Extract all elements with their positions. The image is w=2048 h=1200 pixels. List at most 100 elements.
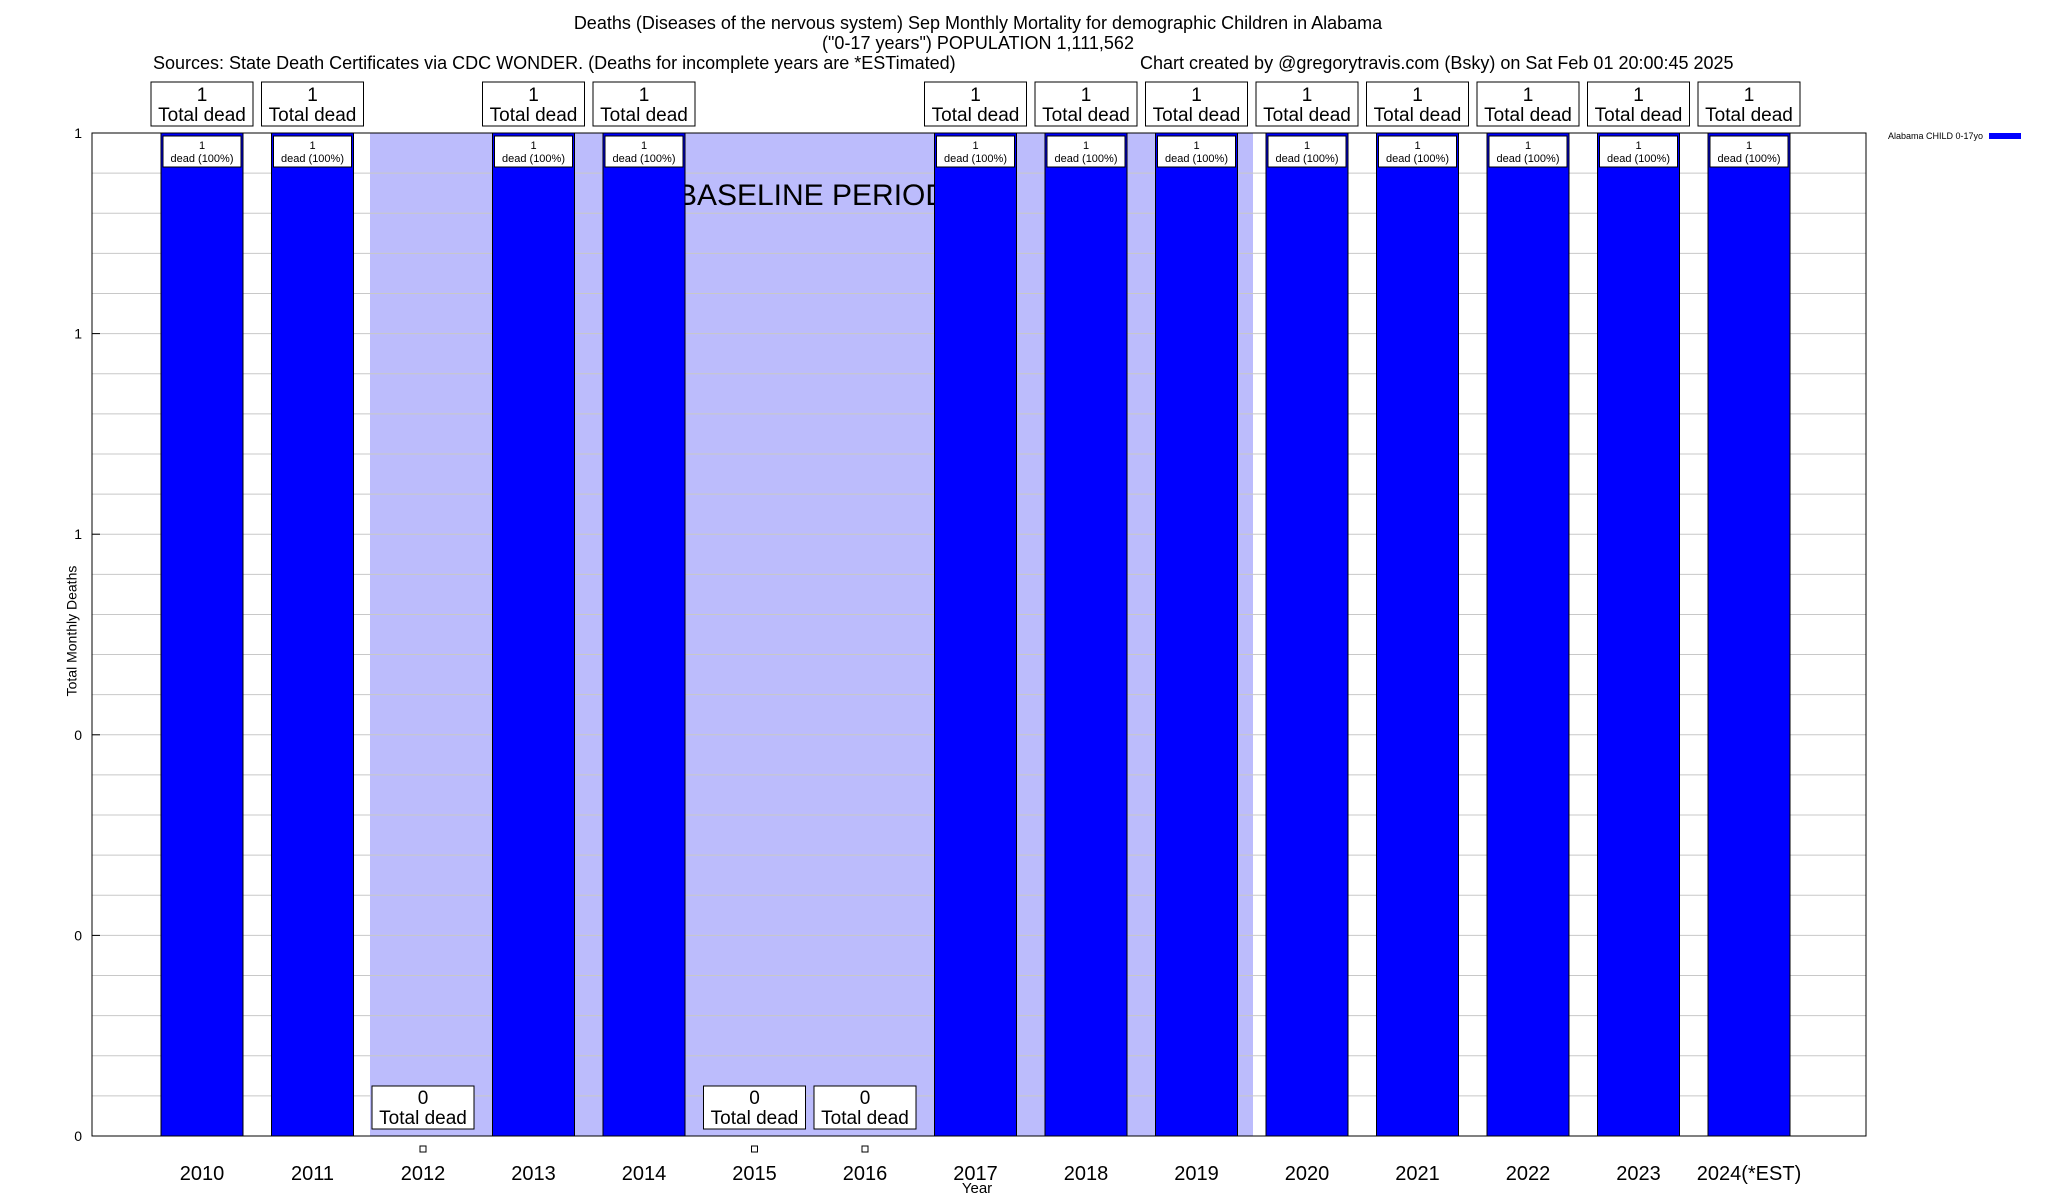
total-label-box: [150, 81, 254, 127]
total-label-box: [1476, 81, 1580, 127]
x-tick-label: 2016: [843, 1163, 888, 1185]
plot-frame: [91, 132, 1867, 1137]
bar-inner-value: 1: [530, 140, 536, 152]
bar-inner-label-box: [1709, 135, 1789, 168]
y-axis-label: Total Monthly Deaths: [63, 565, 80, 697]
bar: [1707, 132, 1791, 1137]
total-caption: Total dead: [1042, 105, 1130, 126]
bar: [602, 132, 686, 1137]
bar-inner-label-box: [1157, 135, 1236, 168]
total-value: 0: [418, 1088, 429, 1109]
legend: Alabama CHILD 0-17yo: [1888, 131, 2022, 141]
bar-inner-label-box: [494, 135, 573, 168]
bar: [492, 132, 575, 1137]
chart-title: Deaths (Diseases of the nervous system) …: [573, 13, 1383, 33]
bar-inner-caption: dead (100%): [1497, 153, 1560, 165]
y-tick-label: 1: [74, 526, 82, 542]
bar-inner-label-box: [162, 135, 242, 168]
total-value: 1: [639, 85, 650, 106]
total-value: 1: [307, 85, 318, 106]
x-tick-label: 2014: [622, 1163, 667, 1185]
bar-inner-caption: dead (100%): [502, 153, 565, 165]
total-label-box: [1145, 81, 1248, 127]
bar-inner-label-box: [1378, 135, 1457, 168]
total-caption: Total dead: [821, 1108, 909, 1129]
bar: [934, 132, 1017, 1137]
bar-inner-label-box: [604, 135, 684, 168]
bar-inner-value: 1: [641, 140, 647, 152]
total-caption: Total dead: [269, 105, 357, 126]
bar-inner-value: 1: [1635, 140, 1641, 152]
bar-inner-value: 1: [199, 140, 205, 152]
x-tick-label: 2021: [1395, 1163, 1440, 1185]
bar-inner-caption: dead (100%): [944, 153, 1007, 165]
total-value: 1: [1191, 85, 1202, 106]
y-tick-label: 1: [74, 125, 82, 141]
total-caption: Total dead: [1374, 105, 1462, 126]
x-tick-label: 2020: [1285, 1163, 1330, 1185]
legend-swatch: [1989, 133, 2022, 139]
total-label-box: [1697, 81, 1801, 127]
total-label-box: [592, 81, 696, 127]
bar-inner-caption: dead (100%): [613, 153, 676, 165]
total-caption: Total dead: [1595, 105, 1683, 126]
x-tick-label: 2018: [1064, 1163, 1109, 1185]
total-label-box: [1034, 81, 1138, 127]
y-tick-label: 0: [74, 1128, 82, 1144]
bar-inner-caption: dead (100%): [1165, 153, 1228, 165]
total-label-box: [1587, 81, 1690, 127]
total-caption: Total dead: [711, 1108, 799, 1129]
total-caption: Total dead: [1705, 105, 1793, 126]
bar-inner-caption: dead (100%): [1055, 153, 1118, 165]
total-value: 1: [1523, 85, 1534, 106]
x-tick-label: 2011: [291, 1163, 334, 1185]
x-tick-label: 2010: [180, 1163, 225, 1185]
bar-inner-caption: dead (100%): [1607, 153, 1670, 165]
bar-inner-value: 1: [1193, 140, 1199, 152]
bar: [160, 132, 244, 1137]
bar-inner-label-box: [1046, 135, 1126, 168]
bar: [1265, 132, 1349, 1137]
bar: [1155, 132, 1238, 1137]
y-tick-label: 0: [74, 927, 82, 943]
total-value: 1: [1633, 85, 1644, 106]
total-label-box: [371, 1085, 475, 1130]
bar-inner-value: 1: [309, 140, 315, 152]
bar-inner-caption: dead (100%): [1276, 153, 1339, 165]
total-value: 1: [528, 85, 539, 106]
x-axis-label: Year: [961, 1180, 993, 1197]
total-caption: Total dead: [600, 105, 688, 126]
bar-inner-value: 1: [1414, 140, 1420, 152]
total-label-box: [813, 1085, 917, 1130]
total-label-box: [1366, 81, 1469, 127]
bar-inner-label-box: [273, 135, 352, 168]
x-tick-label: 2023: [1616, 1163, 1661, 1185]
bar-inner-label-box: [1488, 135, 1568, 168]
x-tick-label: 2012: [401, 1163, 446, 1185]
total-value: 1: [1302, 85, 1313, 106]
bar-inner-caption: dead (100%): [1718, 153, 1781, 165]
bar: [1486, 132, 1570, 1137]
bar-inner-label-box: [1599, 135, 1678, 168]
x-tick-label: 2019: [1174, 1163, 1219, 1185]
total-caption: Total dead: [1263, 105, 1351, 126]
bar: [1044, 132, 1128, 1137]
total-value: 1: [1081, 85, 1092, 106]
total-value: 0: [749, 1088, 760, 1109]
total-caption: Total dead: [1484, 105, 1572, 126]
total-value: 1: [1744, 85, 1755, 106]
bar-inner-label-box: [936, 135, 1015, 168]
y-tick-label: 1: [74, 326, 82, 342]
total-value: 1: [970, 85, 981, 106]
x-tick-label: 2022: [1506, 1163, 1551, 1185]
bar-inner-value: 1: [1746, 140, 1752, 152]
total-caption: Total dead: [379, 1108, 467, 1129]
total-value: 0: [860, 1088, 871, 1109]
zero-marker: [419, 1145, 427, 1153]
bar-inner-caption: dead (100%): [1386, 153, 1449, 165]
total-value: 1: [197, 85, 208, 106]
total-label-box: [703, 1085, 806, 1130]
credit-note: Chart created by @gregorytravis.com (Bsk…: [1140, 53, 1734, 73]
baseline-period-label: BASELINE PERIOD: [677, 179, 947, 212]
